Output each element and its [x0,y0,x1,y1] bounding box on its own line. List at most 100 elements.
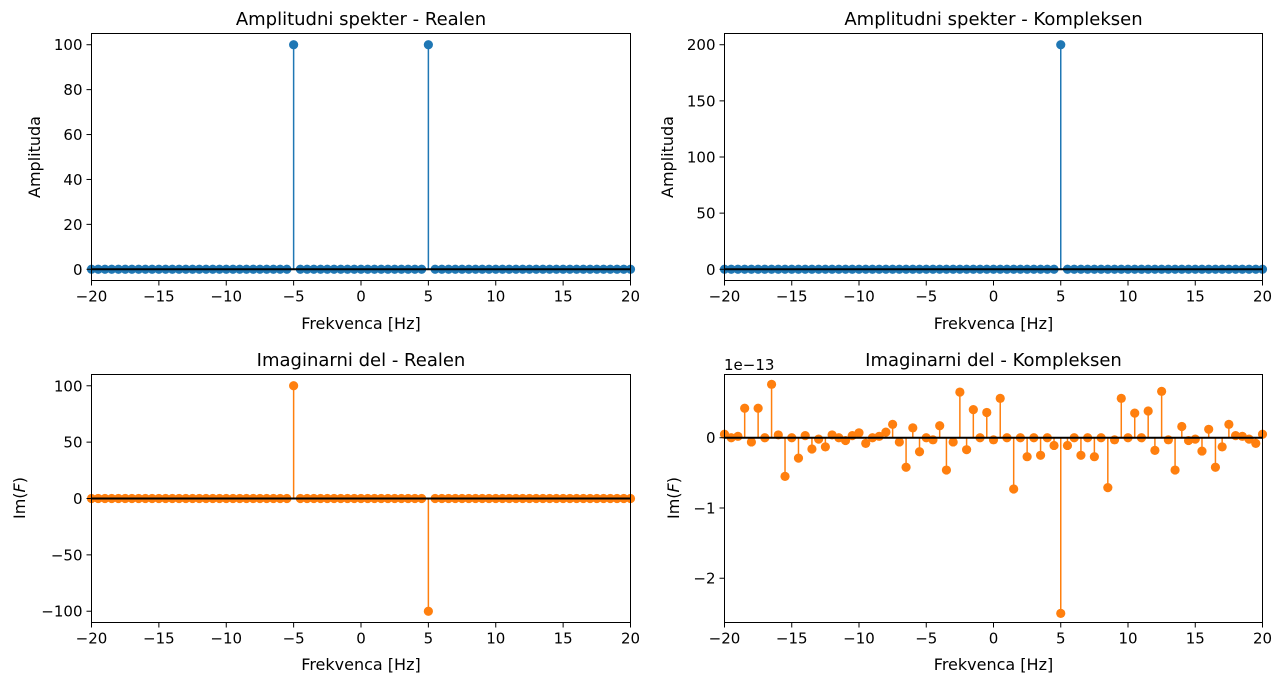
subplot-title: Amplitudni spekter - Kompleksen [844,9,1142,30]
stem-marker [962,445,972,455]
x-tick-label: −20 [76,288,108,306]
x-tick-label: −10 [843,630,875,648]
stem-marker [888,419,898,429]
stem-marker [1062,440,1073,451]
y-tick-label: 150 [687,92,716,110]
y-tick-label: 100 [687,149,716,167]
stem-marker [733,431,743,441]
stem-marker [746,437,757,447]
y-tick-label: 80 [63,81,82,99]
subplot-title: Imaginarni del - Kompleksen [865,350,1122,371]
stem-marker [1251,438,1261,448]
stem-marker [423,606,433,616]
stem-marker [1076,450,1086,460]
plot-frame [724,374,1263,623]
stem-marker [753,403,763,413]
stem-marker [423,40,433,50]
stem-marker [1143,406,1153,416]
y-tick-label: 40 [63,171,82,189]
x-tick-label: −15 [143,288,175,306]
x-tick-label: 10 [486,288,505,306]
stem-marker [1170,465,1180,475]
stem-marker [1217,442,1227,452]
y-axis-label-variable: F [10,482,29,492]
x-tick-label: −5 [283,630,305,648]
plot-frame [91,374,631,623]
x-tick-label: 5 [424,288,434,306]
stem-marker [780,471,790,481]
stem-marker [955,387,965,397]
x-tick-label: −15 [776,630,808,648]
stem-marker [928,435,938,445]
x-tick-label: 10 [1118,288,1137,306]
stem-marker [968,405,978,415]
y-axis-label-prefix: Im( [10,492,29,519]
stem-marker [941,465,952,475]
plot-frame [91,33,631,281]
stem-marker [995,393,1005,403]
x-tick-label: 20 [621,630,640,648]
y-tick-label: −100 [41,603,82,621]
x-tick-label: −5 [915,630,937,648]
stem-marker [766,379,777,389]
stem-marker [793,453,804,463]
x-tick-label: −20 [709,288,741,306]
stem-marks [86,381,636,616]
stem-marker [740,403,750,413]
plot-frame [724,33,1263,281]
y-tick-label: 0 [706,261,716,279]
x-tick-label: −10 [210,288,242,306]
stem-marker [948,437,958,447]
y-axis-label-suffix: ) [10,477,29,483]
x-tick-label: −5 [283,288,305,306]
stem-marker [1163,435,1173,445]
x-tick-label: 5 [424,630,434,648]
x-tick-label: −20 [709,630,741,648]
x-tick-label: −15 [143,630,175,648]
x-axis-label: Frekvenca [Hz] [301,314,420,333]
x-tick-label: 0 [989,288,999,306]
stem-marker [881,427,891,437]
x-tick-label: 0 [356,288,366,306]
x-tick-label: −5 [915,288,937,306]
stem-marker [1150,445,1160,455]
subplot-title: Amplitudni spekter - Realen [236,9,486,30]
stem-marker [1056,608,1066,618]
x-tick-label: 20 [1253,288,1272,306]
stem-marker [988,435,999,445]
x-tick-label: 15 [554,288,573,306]
stem-marks [86,40,636,274]
x-tick-label: 20 [1253,630,1272,648]
y-tick-label: 0 [73,261,83,279]
stem-marker [807,444,817,454]
y-tick-label: −1 [693,499,715,517]
stem-marker [1197,446,1207,456]
x-tick-label: 5 [1056,630,1066,648]
y-axis-label-suffix: ) [664,477,683,483]
x-tick-label: 15 [1186,630,1205,648]
stem-marker [1157,386,1167,396]
x-tick-label: 20 [621,288,640,306]
subplot-amplitude-real: Amplitudni spekter - Realen −20 −15 −10 −5 0… [25,9,640,333]
stem-marker [1089,452,1099,462]
stem-marker [1049,440,1059,451]
stem-marker [1109,435,1120,445]
y-tick-label: 200 [687,36,716,54]
y-tick-label: 20 [63,216,82,234]
stem-marker [800,431,810,441]
stem-marker [1009,484,1019,494]
y-axis-label: Amplituda [658,116,677,198]
y-axis-label-prefix: Im( [664,492,683,519]
stem-marks [719,379,1268,618]
y-tick-label: 0 [706,429,716,447]
y-tick-label: 0 [73,490,83,508]
x-tick-label: −20 [76,630,108,648]
stem-marker [914,447,925,457]
subplot-title: Imaginarni del - Realen [257,350,466,371]
y-tick-label: 100 [54,377,83,395]
x-tick-label: 0 [356,630,366,648]
stem-marker [1103,483,1113,493]
